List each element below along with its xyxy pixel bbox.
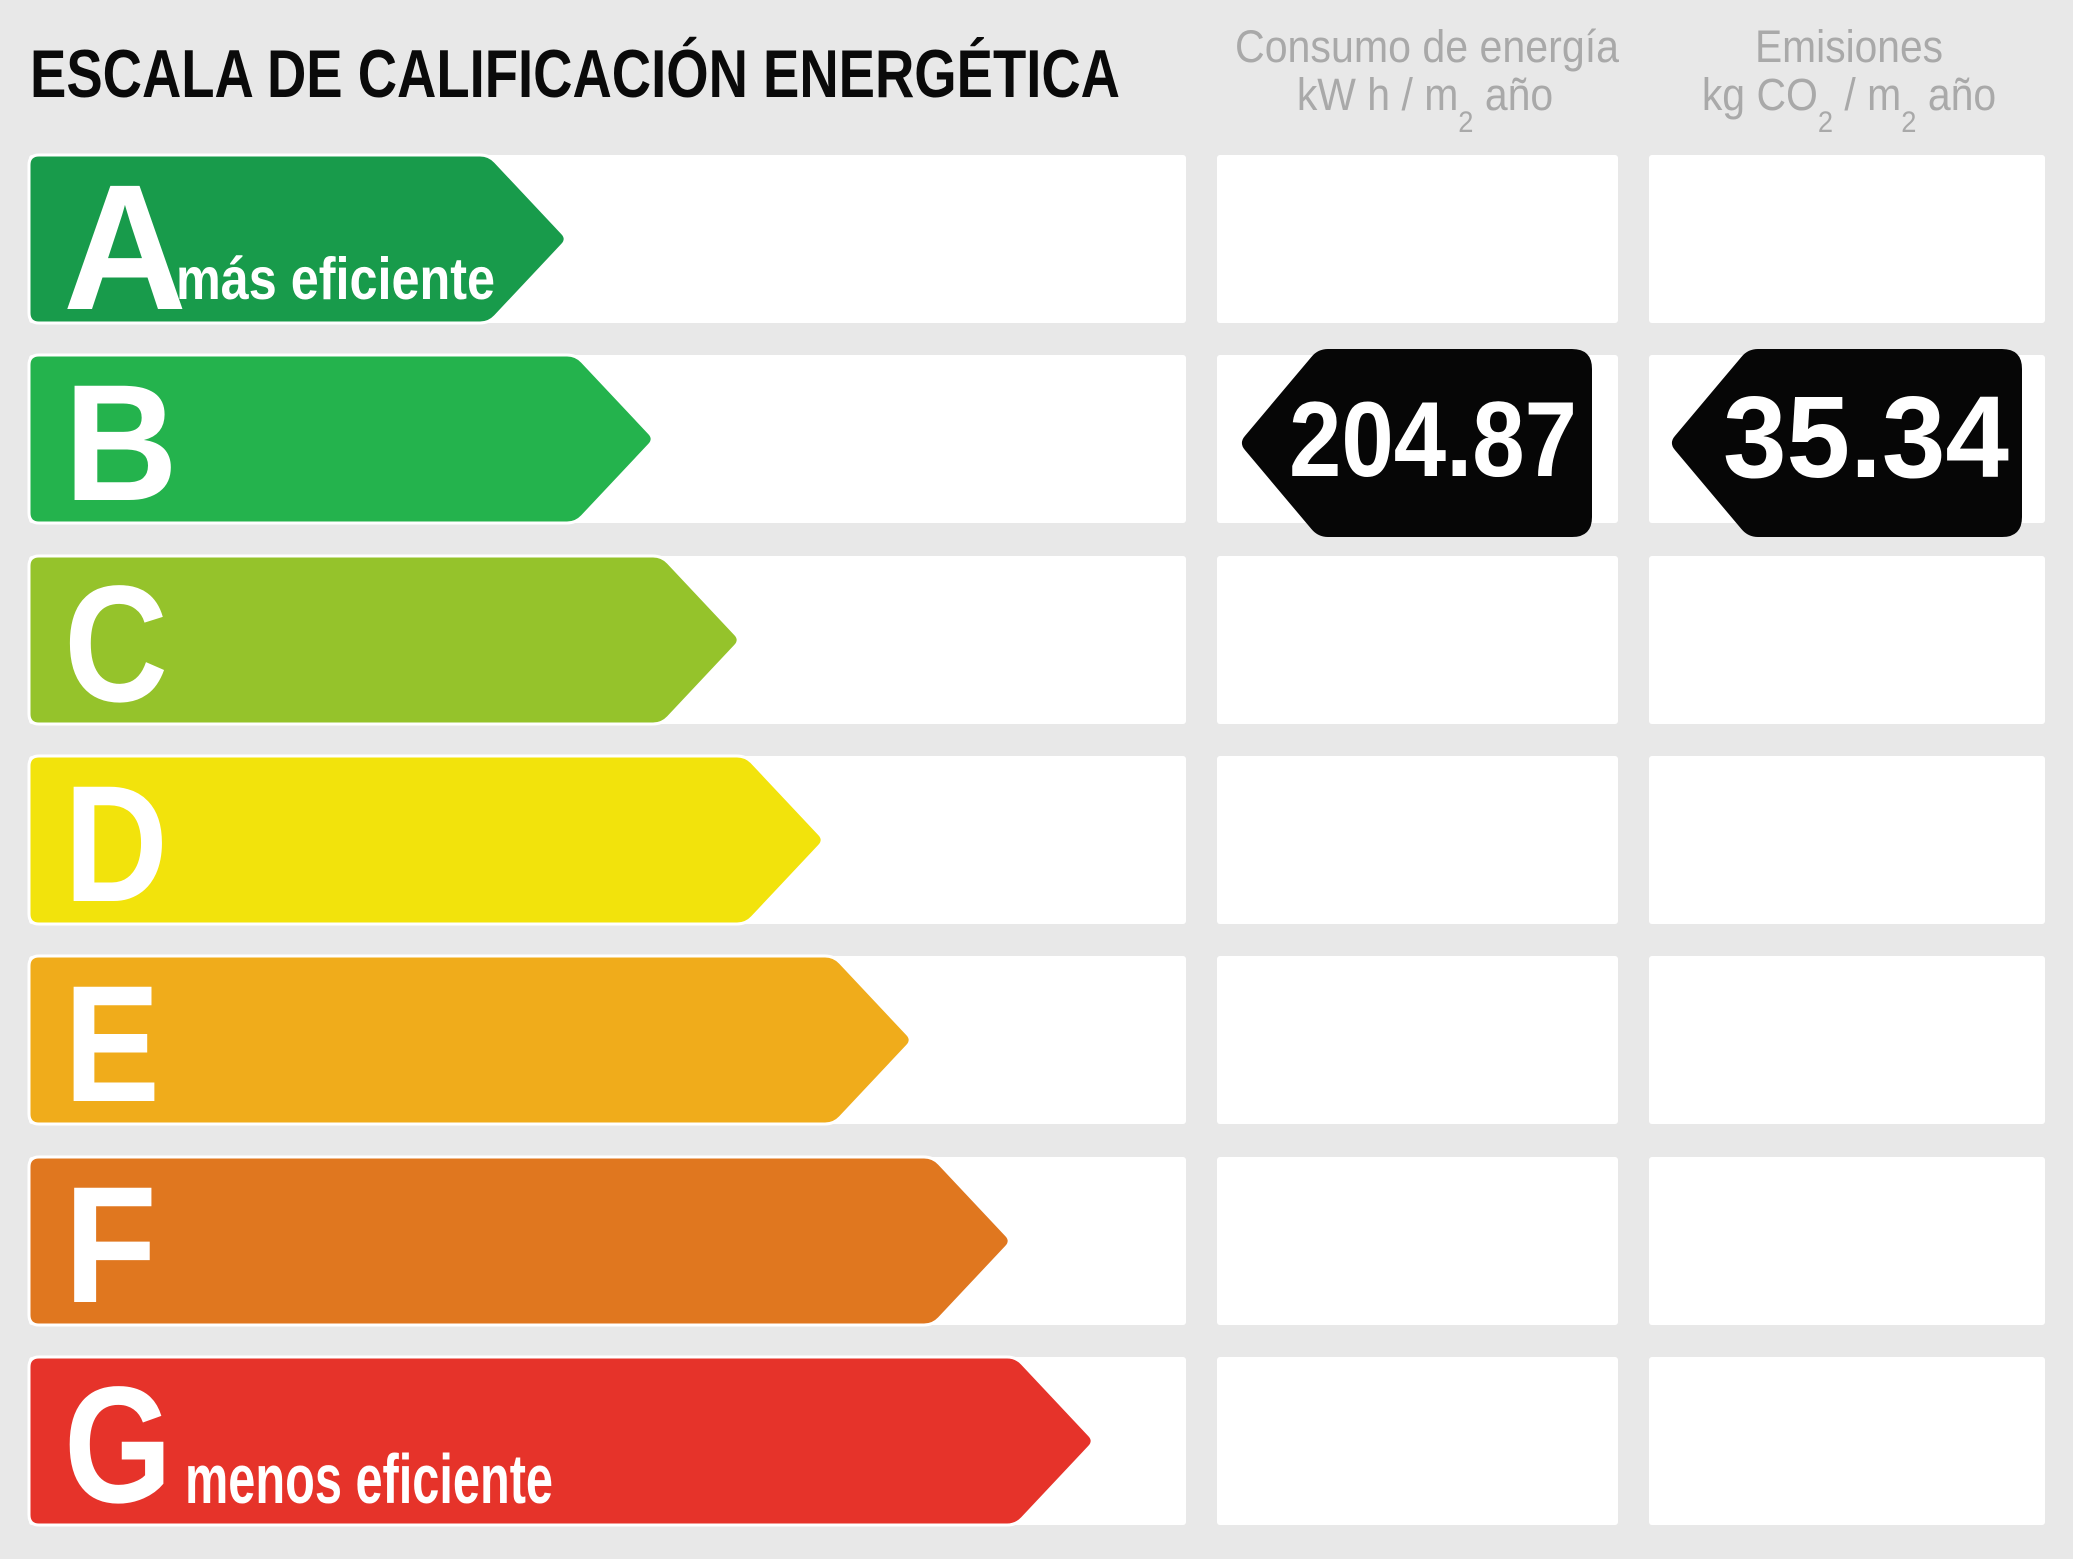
svg-text:ESCALA DE CALIFICACIÓN ENERGÉT: ESCALA DE CALIFICACIÓN ENERGÉTICA: [30, 36, 1120, 112]
svg-text:Emisiones: Emisiones: [1755, 21, 1943, 72]
svg-text:menos eficiente: menos eficiente: [185, 1440, 553, 1518]
svg-text:F: F: [64, 1153, 157, 1338]
svg-text:G: G: [64, 1353, 172, 1538]
svg-text:204.87: 204.87: [1289, 379, 1577, 499]
svg-text:E: E: [64, 952, 160, 1137]
svg-text:D: D: [64, 752, 168, 937]
svg-text:B: B: [64, 351, 178, 536]
svg-text:A: A: [63, 147, 187, 347]
svg-text:más eficiente: más eficiente: [176, 246, 495, 312]
svg-text:Consumo de energía: Consumo de energía: [1235, 21, 1620, 72]
svg-text:C: C: [64, 552, 168, 737]
svg-text:35.34: 35.34: [1723, 372, 2009, 502]
